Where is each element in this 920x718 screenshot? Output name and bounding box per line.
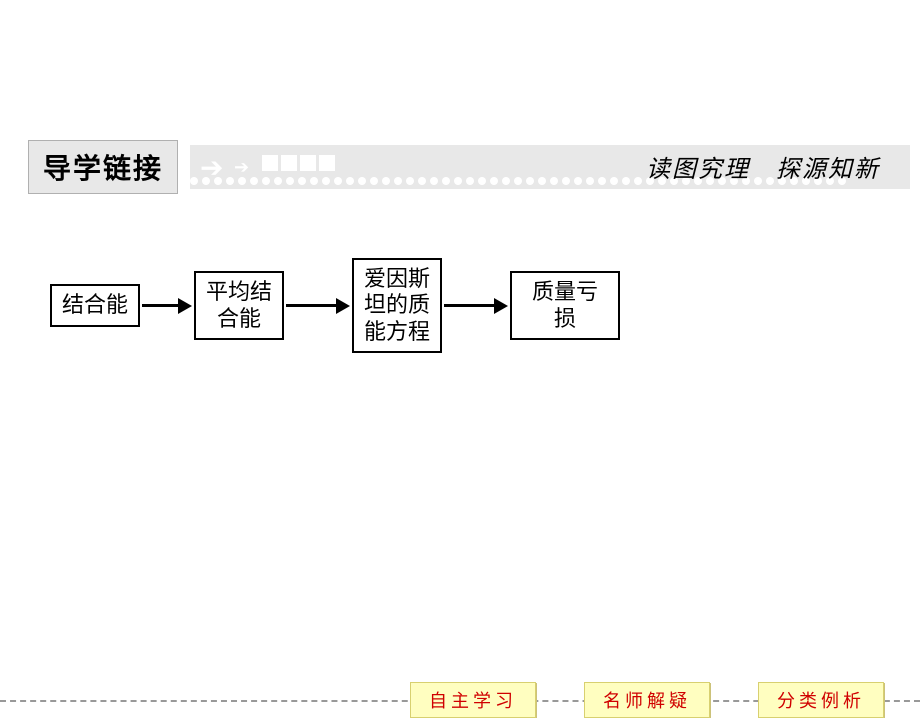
- flow-arrow-icon: [286, 298, 350, 314]
- footer-tabs: 自主学习 名师解疑 分类例析: [410, 682, 884, 718]
- decor-squares: [262, 155, 335, 171]
- flow-arrow-icon: [142, 298, 192, 314]
- flow-node: 平均结合能: [194, 271, 284, 340]
- flow-node: 爱因斯坦的质能方程: [352, 258, 442, 353]
- flow-node: 结合能: [50, 284, 140, 326]
- header: 导学链接 ➔ ➔ 读图究理 探源知新: [28, 140, 910, 194]
- footer-tab[interactable]: 分类例析: [758, 682, 884, 718]
- footer-tab[interactable]: 名师解疑: [584, 682, 710, 718]
- arrow-icon: ➔: [234, 157, 249, 178]
- flowchart: 结合能 平均结合能爱因斯坦的质能方程质量亏损: [50, 258, 620, 353]
- header-badge: 导学链接: [28, 140, 178, 194]
- flow-arrow-icon: [444, 298, 508, 314]
- header-tagline: 读图究理 探源知新: [646, 149, 880, 184]
- flow-node: 质量亏损: [510, 271, 620, 340]
- footer-tab[interactable]: 自主学习: [410, 682, 536, 718]
- header-decor: ➔ ➔ 读图究理 探源知新: [190, 145, 910, 189]
